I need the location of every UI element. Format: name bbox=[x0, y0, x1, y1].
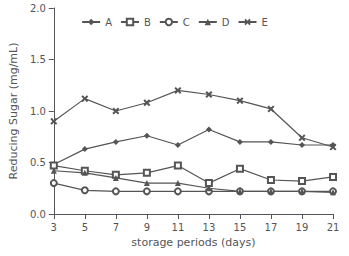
svg-text:1.0: 1.0 bbox=[30, 106, 46, 117]
svg-text:Reducing Sugar (mg/mL): Reducing Sugar (mg/mL) bbox=[7, 43, 20, 180]
svg-text:9: 9 bbox=[144, 222, 150, 233]
svg-text:D: D bbox=[222, 17, 230, 28]
svg-text:0.5: 0.5 bbox=[30, 157, 46, 168]
svg-text:15: 15 bbox=[234, 222, 247, 233]
svg-text:0.0: 0.0 bbox=[30, 209, 46, 220]
svg-text:E: E bbox=[262, 17, 268, 28]
svg-text:2.0: 2.0 bbox=[30, 3, 46, 14]
svg-text:5: 5 bbox=[82, 222, 88, 233]
svg-text:storage periods (days): storage periods (days) bbox=[131, 236, 255, 249]
svg-text:1.5: 1.5 bbox=[30, 54, 46, 65]
svg-text:C: C bbox=[183, 17, 190, 28]
svg-text:21: 21 bbox=[327, 222, 340, 233]
svg-text:11: 11 bbox=[172, 222, 185, 233]
svg-text:19: 19 bbox=[296, 222, 309, 233]
svg-text:13: 13 bbox=[203, 222, 216, 233]
svg-text:3: 3 bbox=[51, 222, 57, 233]
svg-text:7: 7 bbox=[113, 222, 119, 233]
svg-text:A: A bbox=[105, 17, 112, 28]
svg-text:17: 17 bbox=[265, 222, 278, 233]
svg-text:B: B bbox=[144, 17, 151, 28]
